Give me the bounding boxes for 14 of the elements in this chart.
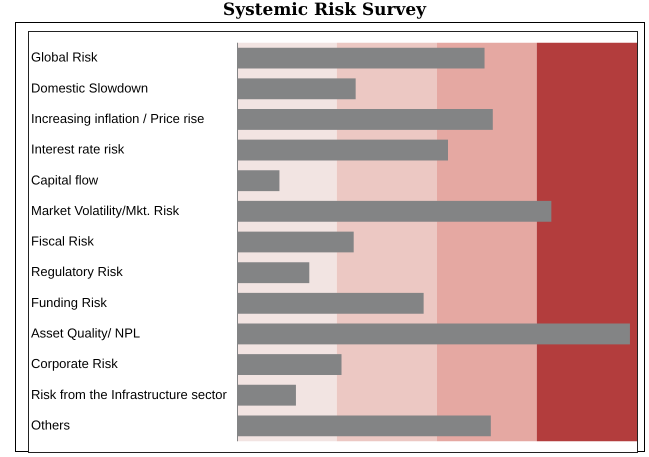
y-tick-label: Risk from the Infrastructure sector xyxy=(31,386,228,402)
y-tick-label: Market Volatility/Mkt. Risk xyxy=(31,202,180,218)
y-tick-label: Corporate Risk xyxy=(31,356,118,372)
y-tick-label: Capital flow xyxy=(31,172,99,188)
y-tick-label: Interest rate risk xyxy=(31,142,125,157)
y-tick-label: Funding Risk xyxy=(31,294,108,310)
y-tick-label: Asset Quality/ NPL xyxy=(31,326,140,341)
y-tick-label: Increasing inflation / Price rise xyxy=(31,110,204,126)
y-tick-label: Global Risk xyxy=(31,50,98,65)
y-tick-label: Others xyxy=(31,417,71,432)
y-tick-label: Fiscal Risk xyxy=(31,234,94,249)
y-tick-label: Regulatory Risk xyxy=(31,264,124,280)
y-tick-label: Domestic Slowdown xyxy=(31,80,148,96)
chart-title: Systemic Risk Survey xyxy=(222,0,428,20)
